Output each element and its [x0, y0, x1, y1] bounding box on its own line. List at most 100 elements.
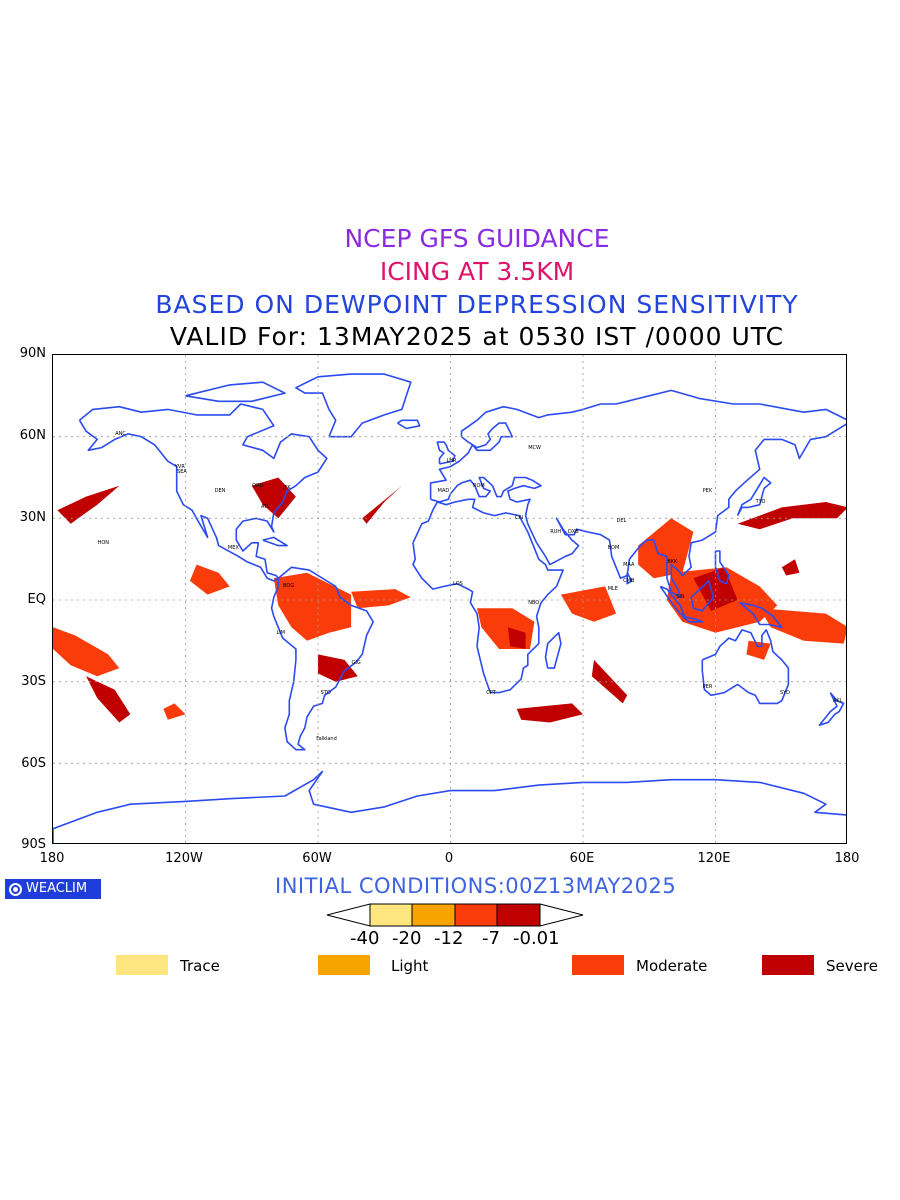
city-label: ATL: [261, 504, 270, 511]
icing-area-severe: [507, 627, 526, 649]
map-subtitle: ICING AT 3.5KM: [379, 257, 575, 286]
icing-area-moderate: [560, 586, 617, 622]
city-label: DEN: [214, 488, 226, 495]
city-label: JFK: [283, 485, 291, 492]
coastline-iceland: [397, 419, 421, 430]
city-label: ORD: [252, 482, 264, 489]
icing-area-moderate: [163, 703, 186, 720]
lat-label-60n: 60N: [19, 428, 46, 443]
city-label: MLE: [607, 586, 618, 593]
city-label: PEK: [702, 488, 713, 495]
city-label: LIM: [276, 629, 286, 636]
icing-areas: [53, 477, 846, 723]
icing-area-moderate: [477, 608, 535, 649]
coastline-great-britain: [436, 441, 456, 465]
colorbar-tick: -0.01: [513, 928, 560, 949]
city-label: NBO: [528, 599, 540, 606]
coastline-java: [681, 615, 704, 623]
lon-label-180e: 180: [834, 851, 860, 866]
city-label: LOS: [453, 580, 463, 587]
city-label: GIG: [351, 659, 361, 666]
city-label: TYO: [755, 499, 766, 505]
icing-area-moderate: [53, 627, 120, 677]
city-label: ROM: [473, 482, 485, 489]
icing-area-severe: [781, 559, 800, 576]
icing-area-severe: [251, 477, 296, 519]
lon-label-0: 0: [444, 851, 454, 866]
legend-label-light: Light: [391, 957, 429, 975]
city-label: BOG: [283, 583, 295, 590]
coastline-north-america: [78, 403, 328, 582]
city-label: Falkland: [316, 735, 337, 742]
lat-label-90s: 90S: [21, 837, 46, 852]
city-label: SIN: [676, 594, 685, 601]
colorbar-tick: -12: [434, 928, 464, 949]
colorbar-low-arrow: [326, 903, 371, 927]
colorbar-trace: [369, 903, 413, 927]
city-label: SYD: [779, 689, 791, 696]
lon-label-60w: 60W: [302, 851, 332, 866]
city-label: CPT: [486, 689, 496, 696]
coastline-arctic-islands: [185, 381, 286, 403]
legend-swatch-severe: [762, 955, 814, 975]
icing-area-severe: [86, 676, 131, 723]
colorbar-light: [411, 903, 456, 927]
city-label: CMB: [623, 577, 635, 584]
legend-swatch-trace: [116, 955, 168, 975]
coastline-new-zealand: [818, 692, 845, 727]
coastline-borneo: [690, 580, 715, 612]
city-label: DXB: [567, 528, 579, 535]
colorbar-tick: -20: [392, 928, 422, 949]
icing-area-severe: [737, 502, 846, 530]
coastline-new-guinea: [739, 601, 783, 629]
lat-label-90n: 90N: [19, 346, 46, 361]
city-label: PER: [702, 684, 713, 691]
coastline-japan: [736, 476, 772, 516]
legend-swatch-light: [318, 955, 370, 975]
initial-conditions: INITIAL CONDITIONS:00Z13MAY2025: [275, 874, 677, 898]
city-label: BOM: [607, 545, 620, 552]
lat-label-eq: EQ: [27, 592, 46, 607]
icing-area-moderate: [189, 564, 230, 595]
city-label: MCW: [528, 444, 541, 451]
coastline-greenland: [295, 373, 412, 438]
lon-label-60e: 60E: [569, 851, 595, 866]
colorbar-severe: [496, 903, 541, 927]
icing-area-moderate: [351, 589, 411, 609]
lon-label-120e: 120E: [697, 851, 731, 866]
coastline-australia: [701, 629, 790, 705]
city-label: MAD: [437, 488, 450, 495]
world-map: [53, 355, 846, 843]
city-label: DEL: [616, 518, 627, 525]
coastline-madagascar: [544, 631, 562, 669]
legend-label-moderate: Moderate: [636, 957, 708, 975]
graticule: [53, 355, 846, 843]
colorbar-high-arrow: [539, 903, 584, 927]
weaclim-logo: WEACLIM: [5, 879, 101, 899]
coastline-sri-lanka: [626, 572, 633, 585]
weaclim-logo-icon: [9, 882, 22, 896]
colorbar-tick: -7: [482, 928, 500, 949]
lon-label-120w: 120W: [165, 851, 203, 866]
legend-label-severe: Severe: [826, 957, 878, 975]
icing-area-moderate: [746, 640, 771, 660]
map-title: NCEP GFS GUIDANCE: [344, 224, 610, 253]
icing-area-moderate: [638, 518, 694, 579]
coastline-africa: [412, 498, 564, 694]
lat-label-60s: 60S: [21, 756, 46, 771]
coastline-eurasia: [429, 389, 846, 599]
coastline-philippines: [714, 550, 730, 585]
colorbar-moderate: [454, 903, 498, 927]
colorbar-tick: -40: [350, 928, 380, 949]
icing-area-severe: [57, 485, 120, 524]
legend-label-trace: Trace: [180, 957, 220, 975]
icing-area-severe: [591, 659, 628, 704]
map-method: BASED ON DEWPOINT DEPRESSION SENSITIVITY: [155, 290, 799, 319]
icing-area-severe: [318, 654, 358, 682]
icing-area-severe: [516, 703, 583, 723]
city-label: MAA: [623, 561, 635, 568]
city-label: LHR: [446, 458, 457, 465]
icing-area-moderate: [759, 608, 846, 644]
lat-label-30s: 30S: [21, 674, 46, 689]
city-label: AKL: [832, 697, 843, 704]
